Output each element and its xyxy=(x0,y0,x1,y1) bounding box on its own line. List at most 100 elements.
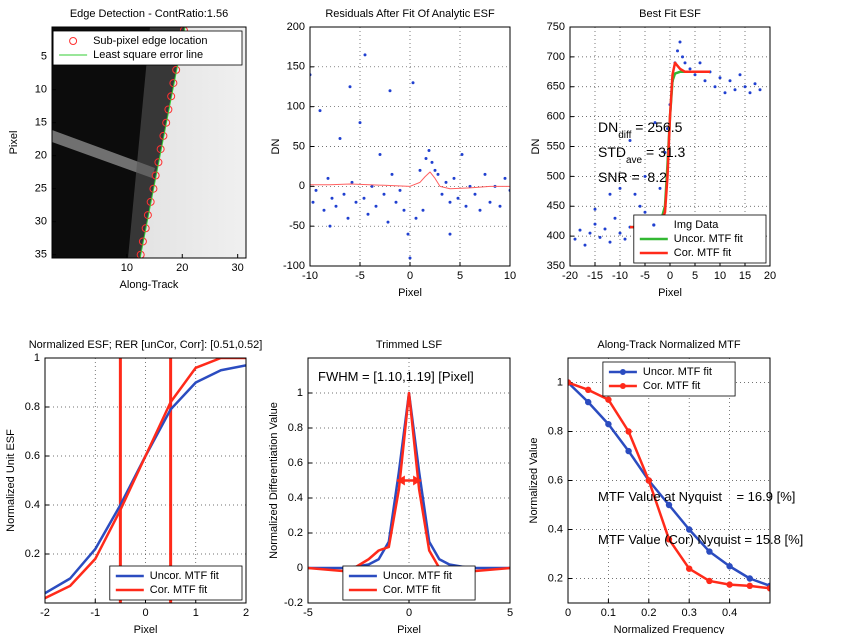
line-marker xyxy=(766,585,770,592)
y-tick-label: 700 xyxy=(547,51,565,63)
data-point xyxy=(382,192,386,196)
y-tick-label: 25 xyxy=(35,183,47,195)
arrow-head xyxy=(396,475,405,486)
data-point xyxy=(608,240,612,244)
annotation-text: MTF Value (Cor) Nyquist = 15.8 [%] xyxy=(598,532,803,547)
plot-area xyxy=(568,379,770,592)
x-tick-label: 0.1 xyxy=(601,607,616,619)
line xyxy=(139,27,186,258)
y-tick-label: 150 xyxy=(287,61,305,73)
y-tick-label: 15 xyxy=(35,117,47,129)
legend: Sub-pixel edge location Least square erro… xyxy=(52,30,243,66)
annotation: DNdiff = 256.5 xyxy=(598,119,683,141)
line-marker xyxy=(585,398,592,406)
subplot-title: Edge Detection - ContRatio:1.56 xyxy=(70,8,228,20)
axes-box xyxy=(567,357,771,604)
data-point xyxy=(311,200,315,204)
data-point xyxy=(753,82,757,86)
data-point xyxy=(593,207,597,211)
y-tick-label: 0.2 xyxy=(548,572,563,584)
y-tick-label: 200 xyxy=(287,21,305,33)
x-tick-label: 0 xyxy=(565,607,571,619)
data-point xyxy=(338,137,342,141)
y-tick-label: 10 xyxy=(35,84,47,96)
edge-marker xyxy=(149,184,158,193)
data-point xyxy=(363,53,367,57)
plot-area xyxy=(310,53,510,260)
y-tick-label: -0.2 xyxy=(284,597,303,609)
data-point xyxy=(578,228,582,232)
data-point xyxy=(603,227,607,231)
data-point xyxy=(663,150,667,154)
line xyxy=(568,381,770,588)
arrow-head xyxy=(413,475,422,486)
annotation-text: STD xyxy=(598,144,626,160)
data-point xyxy=(593,222,597,226)
data-point xyxy=(398,188,402,192)
legend: Uncor. MTF fit Cor. MTF fit xyxy=(602,361,736,397)
data-point xyxy=(388,89,392,93)
line-marker xyxy=(625,447,632,455)
x-tick-label: -10 xyxy=(612,270,628,282)
y-tick-label: 1 xyxy=(34,352,40,364)
y-tick-label: 50 xyxy=(293,140,305,152)
stripe xyxy=(52,130,155,178)
annotation: MTF Value at Nyquist = 16.9 [%] xyxy=(598,489,795,504)
y-tick-label: 0.6 xyxy=(548,474,563,486)
data-point xyxy=(748,91,752,95)
y-tick-label: 1 xyxy=(557,376,563,388)
legend-box xyxy=(342,565,476,601)
annotation-subscript: ave xyxy=(626,155,643,166)
data-point xyxy=(424,156,428,160)
data-point xyxy=(738,73,742,77)
legend-label: Cor. MTF fit xyxy=(150,584,207,596)
x-tick-label: 5 xyxy=(507,607,513,619)
x-tick-label: 1 xyxy=(193,607,199,619)
data-point xyxy=(318,109,322,113)
y-axis-label: Normalized Value xyxy=(528,437,540,523)
y-tick-label: -100 xyxy=(283,260,305,272)
legend-box xyxy=(109,565,243,601)
y-tick-label: 100 xyxy=(287,101,305,113)
annotation-text: = 256.5 xyxy=(631,119,682,135)
x-tick-label: 5 xyxy=(692,270,698,282)
data-point xyxy=(414,216,418,220)
line-marker xyxy=(746,582,753,590)
subplot-title: Normalized ESF; RER [unCor, Corr]: [0.51… xyxy=(29,339,263,351)
data-point xyxy=(468,184,472,188)
x-axis-label: Pixel xyxy=(398,287,422,299)
data-point xyxy=(366,212,370,216)
y-tick-label: 30 xyxy=(35,216,47,228)
data-point xyxy=(688,67,692,71)
subplot: Best Fit ESF Pixel DN -20 -15 -10 -5 0 5 10 15 20 35… xyxy=(530,8,776,299)
y-tick-label: 0.8 xyxy=(25,401,40,413)
x-tick-label: 20 xyxy=(764,270,776,282)
y-axis-label: DN xyxy=(530,139,542,155)
legend-label: Uncor. MTF fit xyxy=(383,570,452,582)
data-point xyxy=(573,237,577,241)
data-point xyxy=(350,180,354,184)
axes-box xyxy=(569,26,771,267)
line-marker xyxy=(706,548,713,555)
data-point xyxy=(743,85,747,89)
line-marker xyxy=(625,428,632,435)
x-tick-label: -10 xyxy=(302,270,318,282)
x-tick-label: 0 xyxy=(142,607,148,619)
data-point xyxy=(378,152,382,156)
subplot: Edge Detection - ContRatio:1.56 Along-Tra… xyxy=(8,8,247,291)
data-point xyxy=(370,184,374,188)
y-tick-label: 350 xyxy=(547,260,565,272)
line-marker xyxy=(686,565,693,572)
line-marker xyxy=(665,501,673,509)
data-point xyxy=(358,121,362,125)
x-axis-label: Pixel xyxy=(658,287,682,299)
y-tick-label: 450 xyxy=(547,200,565,212)
legend-label: Uncor. MTF fit xyxy=(150,570,219,582)
y-tick-label: 0 xyxy=(299,180,305,192)
subplot: Trimmed LSF Pixel Normalized Differentiati… xyxy=(268,339,513,634)
edge-blur xyxy=(128,27,185,258)
data-point xyxy=(390,172,394,176)
data-point xyxy=(628,139,632,143)
line xyxy=(310,171,510,190)
x-tick-label: 10 xyxy=(504,270,516,282)
